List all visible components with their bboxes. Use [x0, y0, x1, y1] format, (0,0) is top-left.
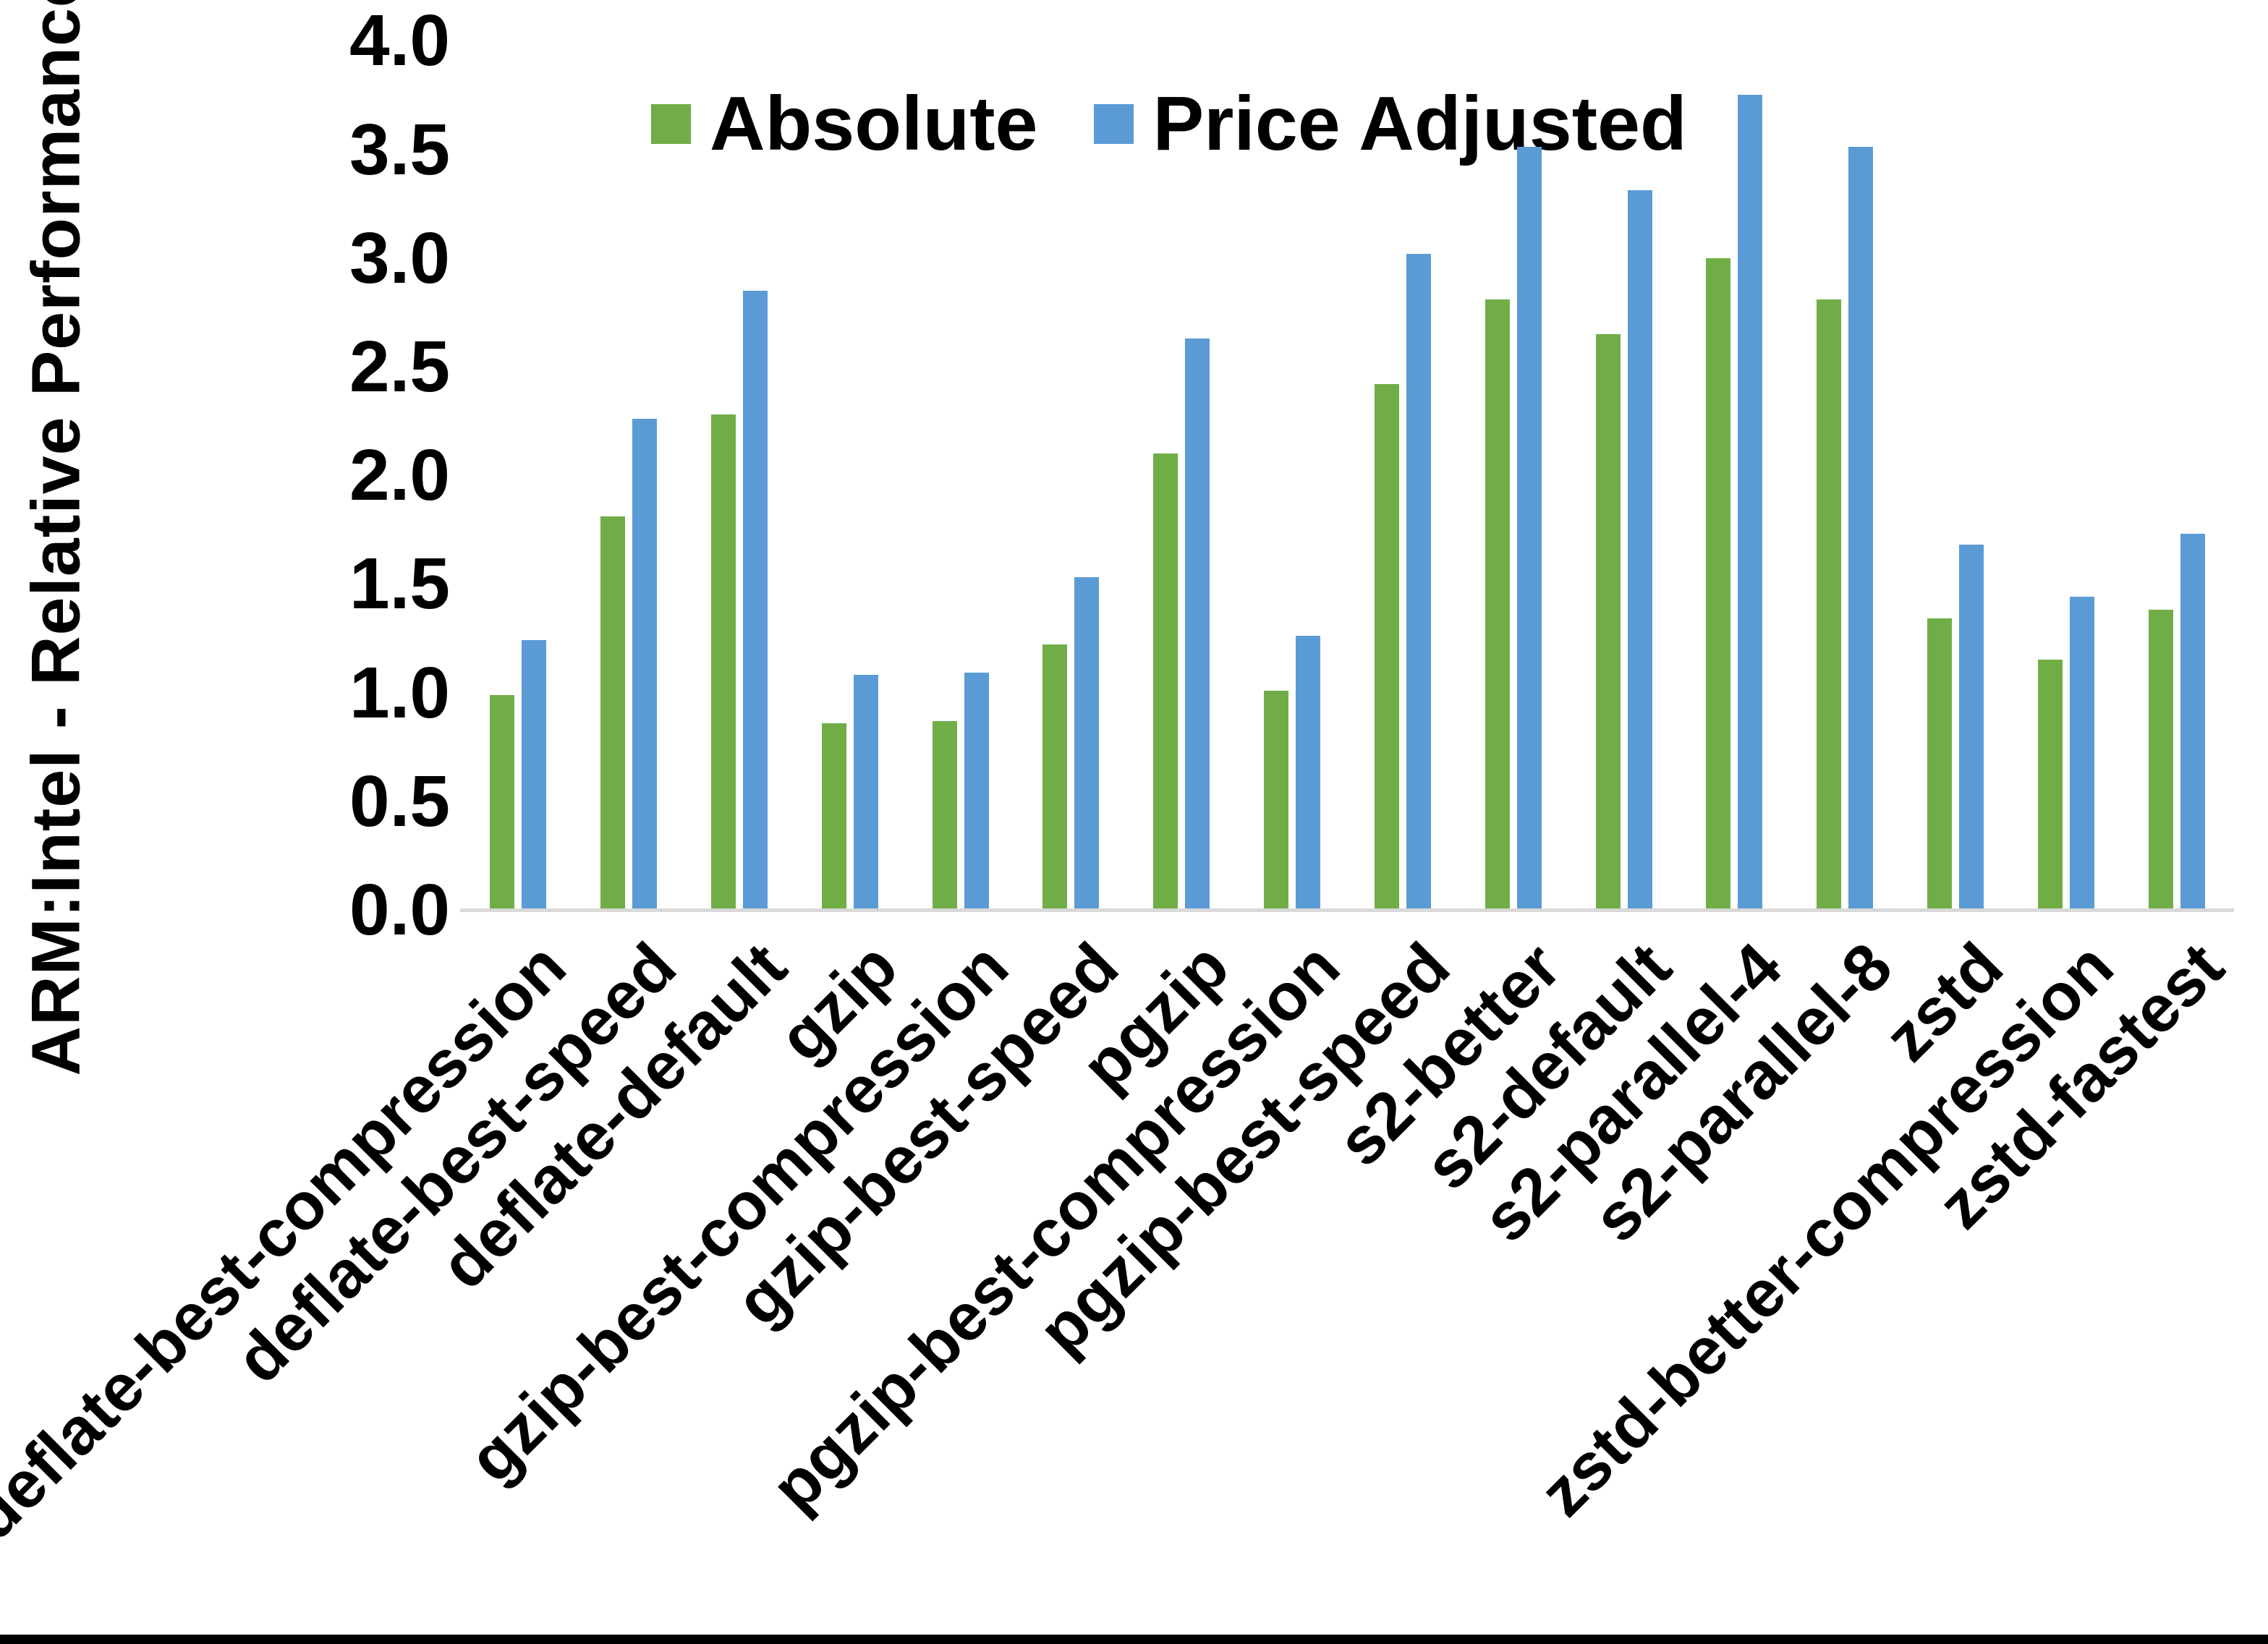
bar-group-zstd-fastest	[2121, 41, 2232, 910]
legend-swatch-price-adjusted	[1094, 103, 1134, 144]
bar-group-s2-default	[1568, 41, 1679, 910]
bar-group-s2-parallel-8	[1790, 41, 1900, 910]
bar-deflate-best-compression-price-adjusted	[522, 640, 547, 910]
y-tick-label-3.0: 3.0	[349, 217, 450, 299]
bar-gzip-price-adjusted	[853, 675, 878, 910]
y-tick-label-1.0: 1.0	[349, 652, 450, 733]
bar-deflate-best-compression-absolute	[490, 694, 515, 910]
bar-group-pgzip-best-compression	[1237, 41, 1348, 910]
y-tick-label-2.0: 2.0	[349, 435, 450, 516]
bar-gzip-best-speed-price-adjusted	[1074, 577, 1100, 910]
y-axis-title: ARM:Intel - Relative Performance	[17, 0, 95, 1076]
plot-area	[463, 41, 2232, 910]
y-tick-label-1.5: 1.5	[349, 543, 450, 625]
bar-s2-parallel-4-price-adjusted	[1738, 95, 1763, 910]
bar-zstd-better-compression-absolute	[2037, 660, 2063, 910]
legend-item-absolute: Absolute	[651, 85, 1037, 162]
bar-group-pgzip-best-speed	[1348, 41, 1458, 910]
bar-group-deflate-best-speed	[574, 41, 684, 910]
y-tick-label-0.5: 0.5	[349, 760, 450, 842]
bar-group-s2-better	[1458, 41, 1568, 910]
bar-gzip-best-compression-price-adjusted	[964, 673, 989, 910]
bar-s2-parallel-8-absolute	[1817, 299, 1842, 910]
bar-s2-parallel-4-absolute	[1706, 257, 1731, 910]
x-axis-category-labels: deflate-best-compression deflate-best-spe…	[0, 929, 2238, 1580]
y-tick-label-0.0: 0.0	[349, 869, 450, 950]
bar-group-deflate-default	[684, 41, 795, 910]
bar-zstd-price-adjusted	[1958, 545, 1984, 910]
bar-pgzip-best-speed-price-adjusted	[1406, 253, 1431, 910]
bar-deflate-best-speed-price-adjusted	[632, 418, 658, 910]
x-axis-line	[460, 908, 2234, 912]
legend-swatch-absolute	[651, 103, 691, 144]
bar-group-gzip-best-compression	[905, 41, 1016, 910]
bar-s2-default-price-adjusted	[1627, 190, 1652, 910]
bar-pgzip-best-compression-absolute	[1264, 690, 1289, 910]
bar-pgzip-absolute	[1153, 453, 1178, 910]
legend-label-absolute: Absolute	[710, 81, 1038, 166]
bar-s2-better-absolute	[1485, 299, 1510, 910]
bar-group-deflate-best-compression	[463, 41, 574, 910]
bar-group-pgzip	[1126, 41, 1237, 910]
bar-group-zstd	[1900, 41, 2011, 910]
bar-zstd-fastest-absolute	[2148, 610, 2173, 910]
bar-pgzip-price-adjusted	[1185, 338, 1210, 910]
y-tick-label-3.5: 3.5	[349, 108, 450, 190]
bar-group-zstd-better-compression	[2010, 41, 2121, 910]
bar-s2-default-absolute	[1595, 333, 1621, 910]
legend-label-price-adjusted: Price Adjusted	[1152, 81, 1687, 166]
bar-deflate-best-speed-absolute	[600, 516, 626, 910]
bar-deflate-default-price-adjusted	[743, 290, 768, 910]
bar-group-s2-parallel-4	[1679, 41, 1790, 910]
bar-group-gzip-best-speed	[1016, 41, 1126, 910]
bar-pgzip-best-speed-absolute	[1374, 383, 1399, 910]
bar-s2-parallel-8-price-adjusted	[1848, 147, 1874, 910]
legend-item-price-adjusted: Price Adjusted	[1094, 81, 1687, 166]
bars-container	[463, 41, 2232, 910]
bar-pgzip-best-compression-price-adjusted	[1296, 636, 1321, 910]
bar-group-gzip	[794, 41, 905, 910]
bar-gzip-best-speed-absolute	[1042, 644, 1068, 910]
bar-zstd-better-compression-price-adjusted	[2069, 597, 2094, 910]
bar-gzip-absolute	[821, 723, 846, 910]
y-tick-label-4.0: 4.0	[349, 0, 450, 82]
bottom-border	[0, 1635, 2268, 1644]
legend: Absolute Price Adjusted	[651, 85, 1687, 162]
bar-zstd-absolute	[1927, 618, 1952, 910]
bar-s2-better-price-adjusted	[1516, 147, 1542, 910]
bar-gzip-best-compression-absolute	[932, 720, 957, 910]
bar-deflate-default-absolute	[711, 414, 736, 910]
bar-zstd-fastest-price-adjusted	[2180, 534, 2205, 910]
y-tick-label-2.5: 2.5	[349, 326, 450, 407]
